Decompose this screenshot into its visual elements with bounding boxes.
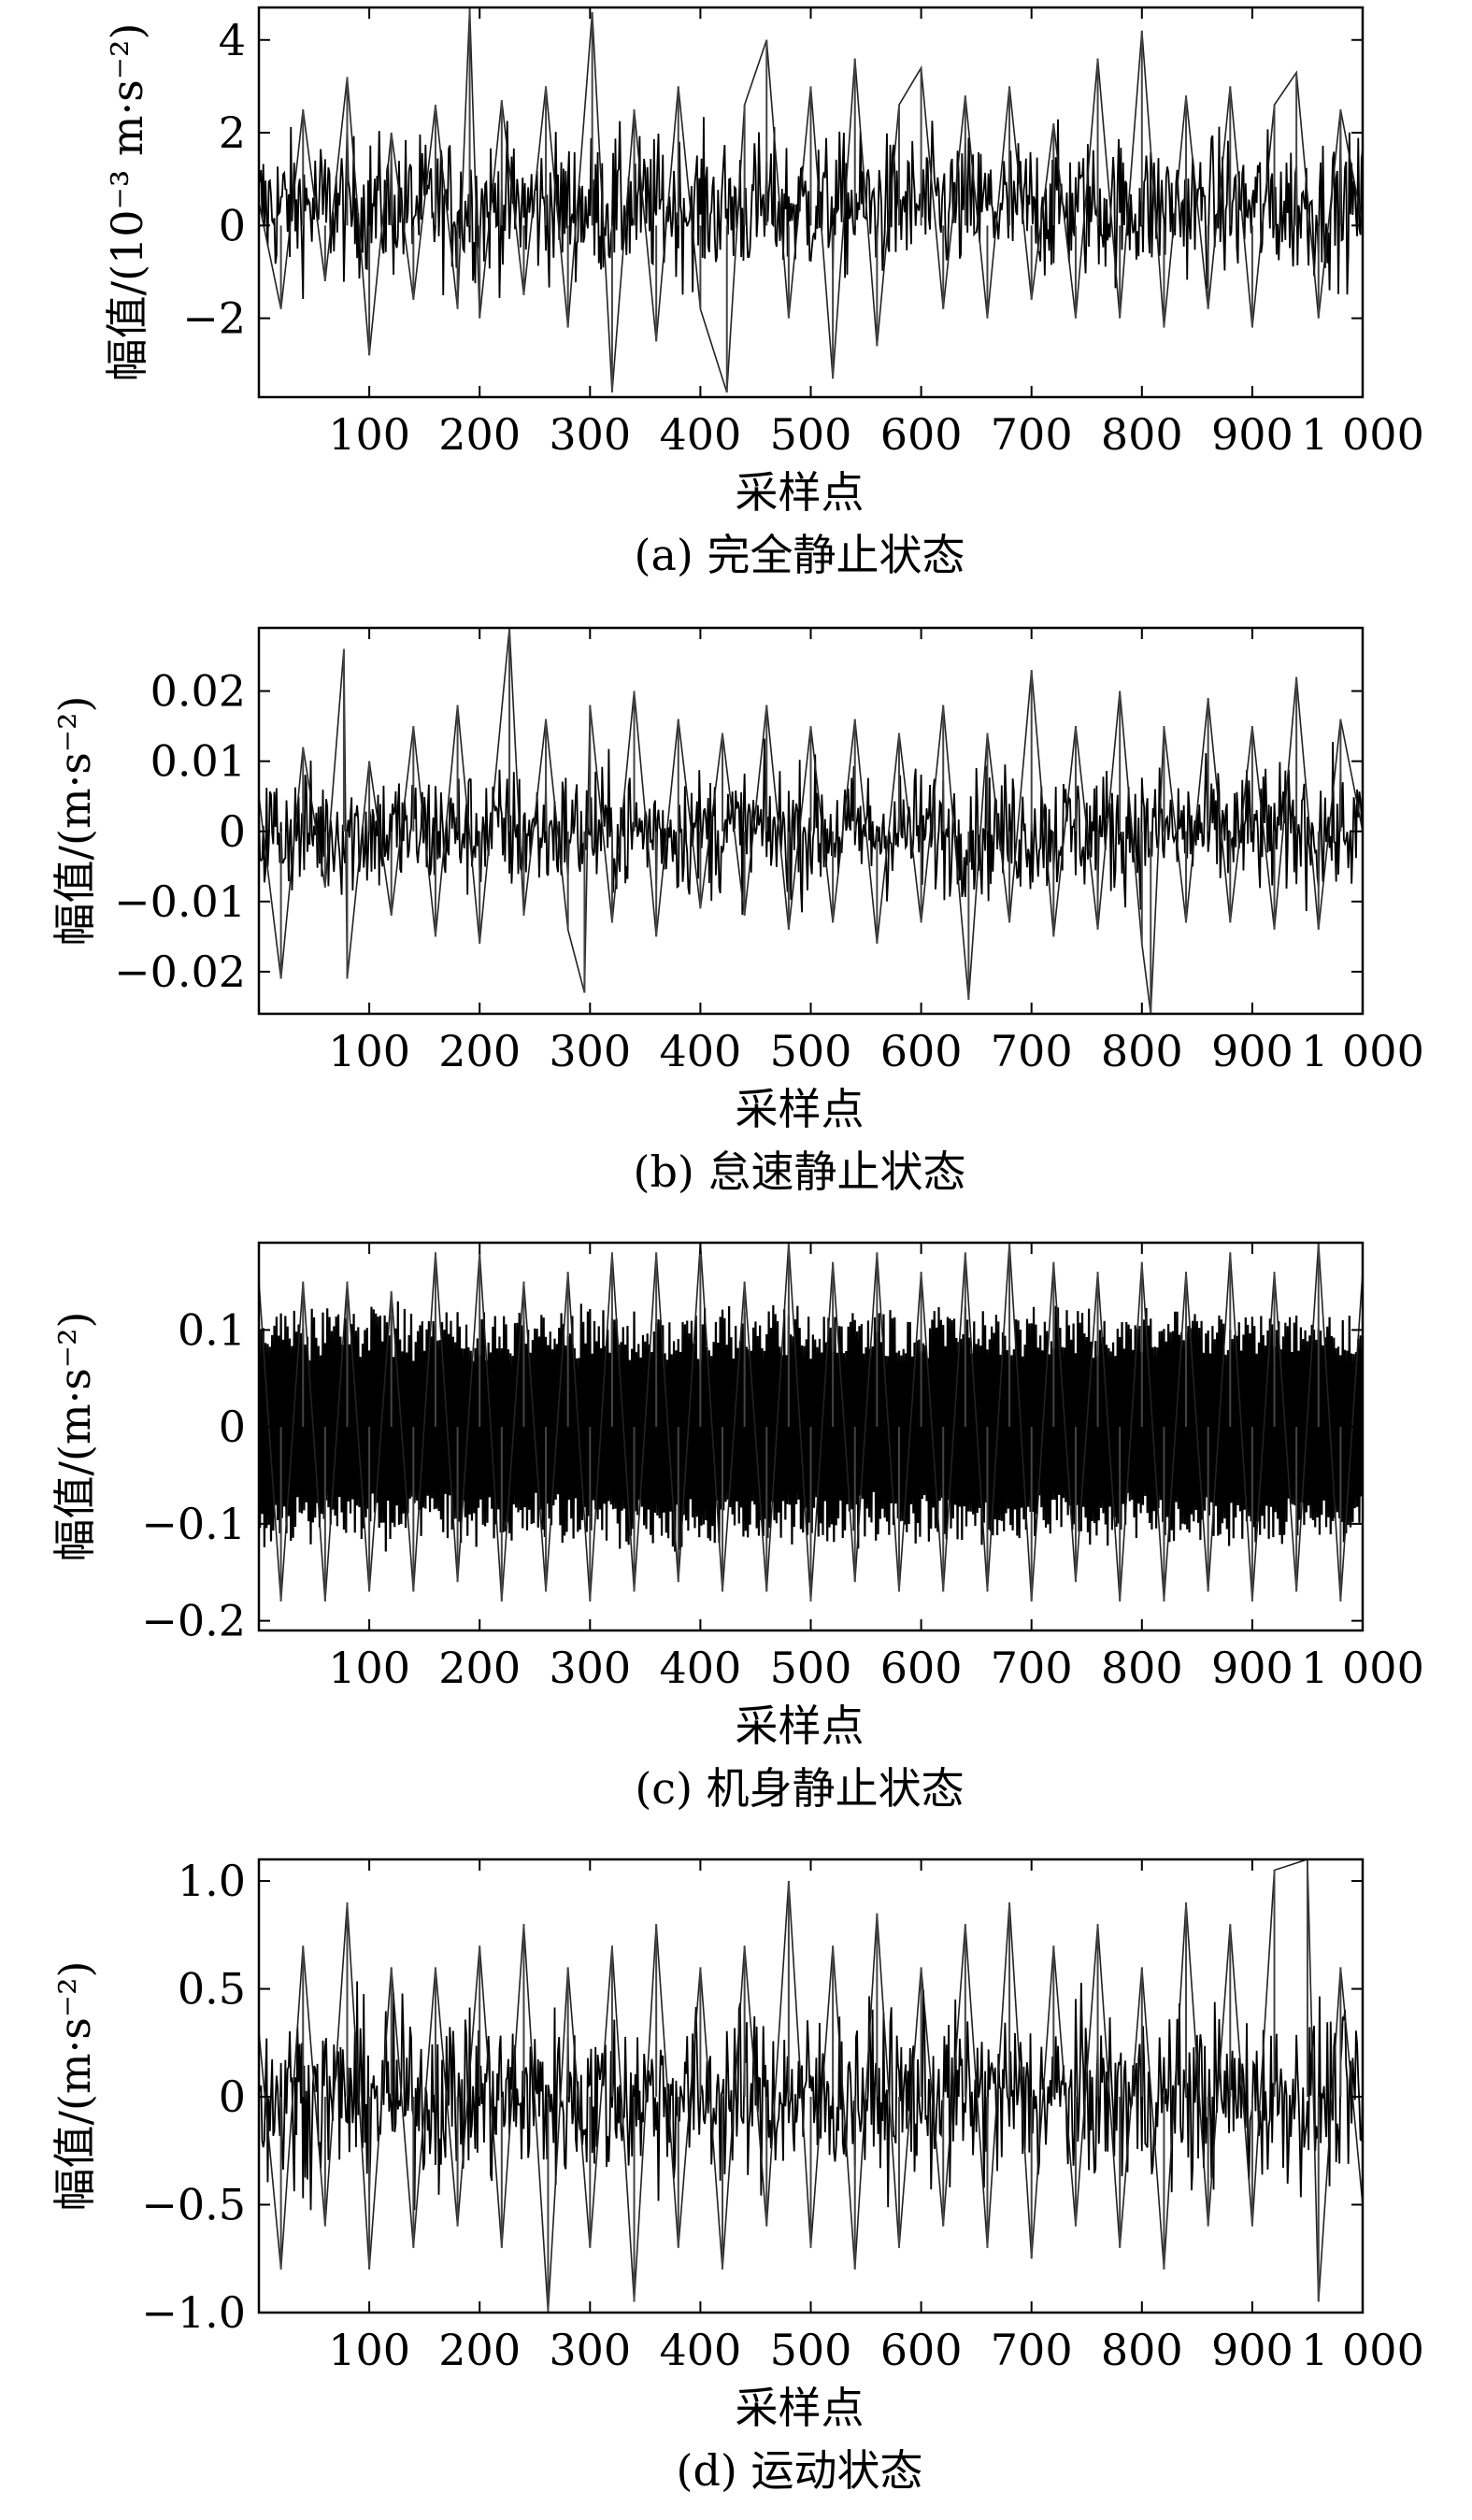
y-tick-label: −0.01: [114, 876, 246, 927]
panel-caption: (b) 怠速静止状态: [634, 1146, 966, 1197]
x-tick-label: 600: [880, 2325, 963, 2375]
x-tick-label: 200: [438, 1026, 521, 1076]
x-tick-label: 900: [1211, 1026, 1293, 1076]
x-tick-label: 300: [549, 1026, 631, 1076]
x-tick-label: 600: [880, 409, 963, 460]
y-tick-label: −0.5: [141, 2180, 246, 2230]
x-tick-label: 600: [880, 1026, 963, 1076]
y-tick-label: 0: [219, 200, 246, 250]
y-tick-label: −0.02: [114, 947, 246, 997]
panel-caption: (c) 机身静止状态: [635, 1763, 964, 1814]
chart-panel-1: 100 200 300 400 500 600 700 800 900 1 000 −2 0 2 4 幅值/…: [102, 6, 1424, 580]
y-tick-label: 2: [219, 107, 246, 158]
x-tick-label: 100: [328, 1026, 410, 1076]
x-tick-label: 900: [1211, 1643, 1293, 1693]
x-tick-label: 1 000: [1301, 1643, 1424, 1693]
x-tick-label: 200: [438, 1643, 521, 1693]
x-tick-label: 200: [438, 409, 521, 460]
x-axis-label: 采样点: [736, 1084, 865, 1134]
x-tick-label: 200: [438, 2325, 521, 2375]
y-tick-label: 1.0: [178, 1856, 246, 1906]
x-tick-label: 700: [991, 1643, 1073, 1693]
chart-panel-2: 100 200 300 400 500 600 700 800 900 1 000 −0.02 −0.…: [50, 626, 1424, 1197]
y-tick-label: 0: [219, 1402, 246, 1452]
x-tick-label: 500: [770, 1643, 852, 1693]
x-tick-label: 500: [770, 1026, 852, 1076]
x-axis-label: 采样点: [736, 1701, 865, 1751]
x-tick-label: 300: [549, 409, 631, 460]
series-line: [259, 7, 1363, 393]
x-tick-label: 100: [328, 409, 410, 460]
y-tick-label: 0.1: [178, 1304, 246, 1355]
y-axis-label: 幅值/(m·s⁻²): [50, 1312, 100, 1562]
signal-texture: [259, 738, 1363, 916]
y-axis-label: 幅值/(m·s⁻²): [50, 696, 100, 947]
x-tick-label: 1 000: [1301, 1026, 1424, 1076]
chart-panel-3: 100 200 300 400 500 600 700 800 900 1 000 −0.2 −0.1…: [50, 1241, 1424, 1814]
x-tick-label: 1 000: [1301, 2325, 1424, 2375]
x-tick-label: 400: [659, 409, 741, 460]
series-line: [259, 628, 1363, 1014]
x-tick-label: 500: [770, 2325, 852, 2375]
x-tick-label: 800: [1101, 2325, 1183, 2375]
x-tick-label: 600: [880, 1643, 963, 1693]
y-axis-label: 幅值/(m·s⁻²): [50, 1961, 100, 2212]
x-tick-label: 400: [659, 1643, 741, 1693]
signal-texture: [259, 117, 1363, 300]
panel-caption: (d) 运动状态: [677, 2445, 923, 2496]
x-tick-label: 900: [1211, 409, 1293, 460]
signal-texture: [259, 1981, 1363, 2211]
x-axis-label: 采样点: [736, 467, 865, 518]
x-tick-label: 700: [991, 1026, 1073, 1076]
y-axis-label: 幅值/(10⁻³ m·s⁻²): [102, 23, 152, 382]
x-tick-label: 800: [1101, 409, 1183, 460]
x-tick-label: 1 000: [1301, 409, 1424, 460]
series-line: [259, 1243, 1363, 1602]
x-tick-label: 500: [770, 409, 852, 460]
x-tick-label: 700: [991, 2325, 1073, 2375]
y-tick-label: 4: [219, 15, 246, 65]
x-tick-label: 400: [659, 2325, 741, 2375]
x-tick-label: 100: [328, 2325, 410, 2375]
y-tick-label: −0.1: [141, 1499, 246, 1549]
x-tick-label: 300: [549, 2325, 631, 2375]
y-tick-label: 0.02: [150, 666, 246, 717]
y-tick-label: 0.5: [178, 1964, 246, 2015]
panel-caption: (a) 完全静止状态: [635, 530, 965, 580]
chart-panel-4: 100 200 300 400 500 600 700 800 900 1 000 −1.0 −0.5…: [50, 1856, 1424, 2496]
signal-texture: [259, 1301, 1363, 1552]
x-tick-label: 800: [1101, 1643, 1183, 1693]
x-tick-label: 100: [328, 1643, 410, 1693]
y-tick-label: −2: [182, 293, 246, 344]
y-tick-label: −1.0: [141, 2287, 246, 2338]
y-tick-label: 0.01: [150, 736, 246, 787]
y-tick-label: −0.2: [141, 1596, 246, 1646]
y-tick-label: 0: [219, 2072, 246, 2122]
y-tick-label: 0: [219, 806, 246, 857]
x-tick-label: 300: [549, 1643, 631, 1693]
x-axis-label: 采样点: [736, 2383, 865, 2433]
x-tick-label: 900: [1211, 2325, 1293, 2375]
x-tick-label: 700: [991, 409, 1073, 460]
x-tick-label: 800: [1101, 1026, 1183, 1076]
x-tick-label: 400: [659, 1026, 741, 1076]
